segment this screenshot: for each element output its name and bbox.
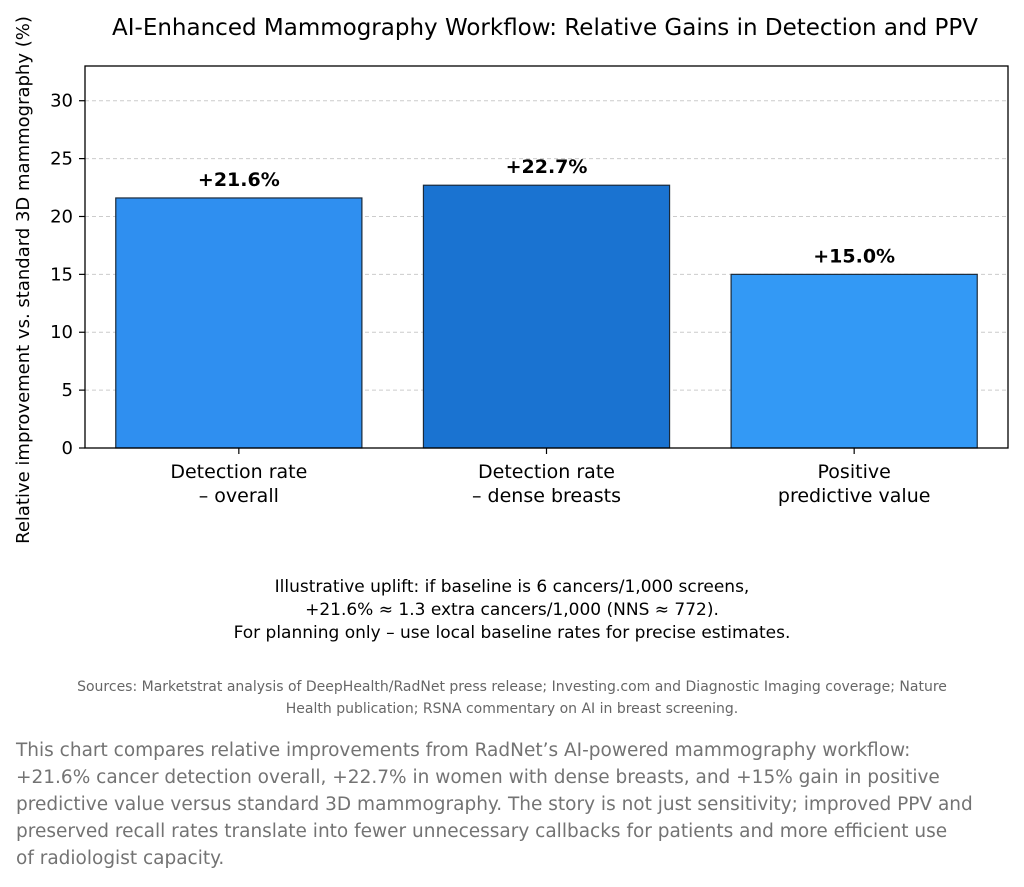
y-axis-ticks: 0 5 10 15 20 25 30 [50,91,85,459]
note-line: Illustrative uplift: if baseline is 6 ca… [274,577,750,597]
bar [422,184,671,449]
x-tick-label: Detection rate – dense breasts [472,461,621,507]
bar [115,197,363,449]
chart-title: AI-Enhanced Mammography Workflow: Relati… [112,15,978,41]
summary-line: This chart compares relative improvement… [16,740,911,761]
x-tick-label-line: predictive value [778,485,931,507]
plot-frame [84,65,1009,449]
summary-paragraph: This chart compares relative improvement… [16,737,1016,872]
y-tick-label: 30 [50,91,73,112]
sources-note: Sources: Marketstrat analysis of DeepHea… [0,676,1024,720]
data-label: +22.7% [506,156,588,178]
note-line: For planning only – use local baseline r… [233,623,791,643]
data-labels: +21.6% +22.7% +15.0% [198,156,895,267]
sources-line: Health publication; RSNA commentary on A… [285,701,739,717]
y-tick-label: 5 [62,380,73,401]
y-tick-label: 15 [50,264,73,285]
x-tick-label-line: Detection rate [170,461,307,483]
summary-line: predictive value versus standard 3D mamm… [16,794,973,815]
summary-line: of radiologist capacity. [16,848,225,869]
x-tick-label: Detection rate – overall [170,461,307,507]
note-line: +21.6% ≈ 1.3 extra cancers/1,000 (NNS ≈ … [305,600,719,620]
x-tick-label-line: – dense breasts [472,485,621,507]
illustrative-note: Illustrative uplift: if baseline is 6 ca… [0,576,1024,645]
x-tick-label-line: Positive [818,461,891,483]
bars [115,184,978,449]
bar [730,273,978,449]
x-tick-label-line: Detection rate [478,461,615,483]
y-tick-label: 20 [50,206,73,227]
sources-line: Sources: Marketstrat analysis of DeepHea… [77,679,947,695]
y-tick-label: 10 [50,322,73,343]
x-tick-label: Positive predictive value [778,461,931,507]
x-tick-label-line: – overall [199,485,279,507]
summary-line: +21.6% cancer detection overall, +22.7% … [16,767,940,788]
summary-line: preserved recall rates translate into fe… [16,821,948,842]
y-axis-label: Relative improvement vs. standard 3D mam… [13,16,34,544]
bar-chart: AI-Enhanced Mammography Workflow: Relati… [13,15,1009,544]
data-label: +15.0% [813,245,895,267]
y-tick-label: 0 [62,438,73,459]
y-tick-label: 25 [50,149,73,170]
data-label: +21.6% [198,169,280,191]
